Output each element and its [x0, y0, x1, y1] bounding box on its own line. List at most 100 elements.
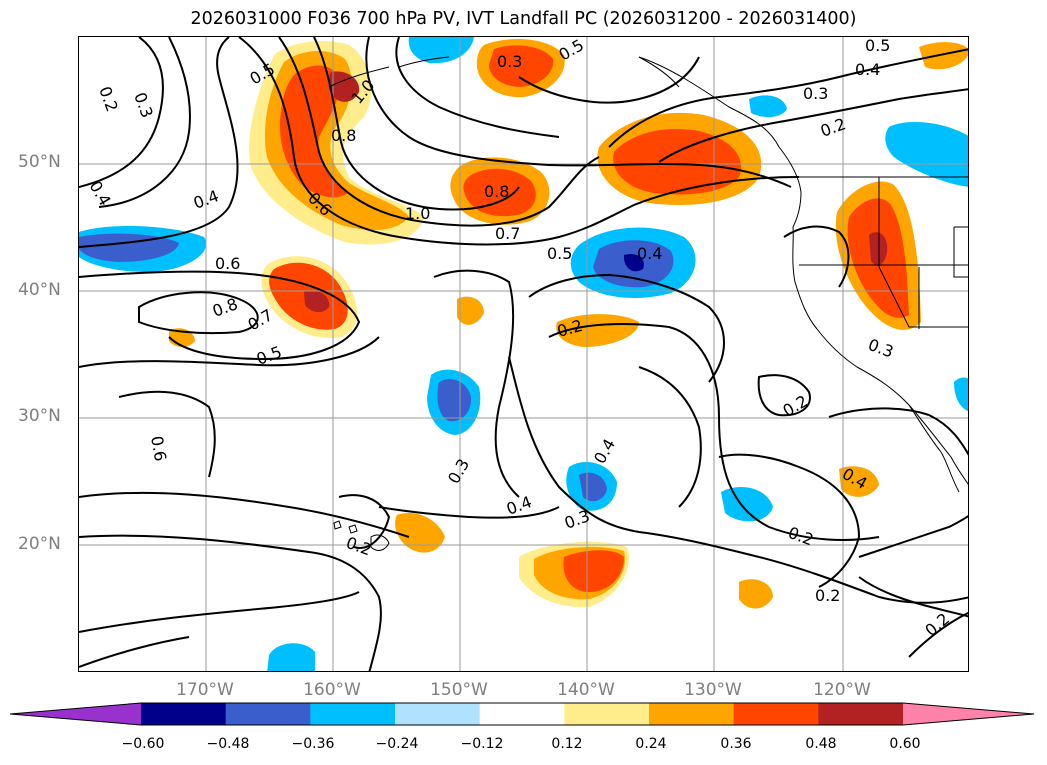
contour-line-18	[548, 323, 880, 541]
contour-label-1: 0.2	[95, 84, 122, 114]
shade-region-small-2	[839, 466, 879, 497]
shade-region-bottom-negative	[267, 643, 315, 671]
contour-label-23: 0.4	[637, 244, 662, 263]
colorbar-outline	[10, 702, 1035, 726]
contour-line-31	[518, 56, 700, 104]
lon-label-150w: 150°W	[430, 680, 488, 700]
shade-region-north-pacific-top-core	[489, 45, 554, 87]
contour-line-15	[79, 591, 360, 633]
contour-line-8	[395, 37, 560, 138]
lat-label-40n: 40°N	[18, 280, 61, 300]
coastline-baja	[908, 404, 960, 493]
colorbar-extend-max	[903, 703, 1034, 725]
colorbar-segment-5	[479, 703, 565, 725]
colorbar-segment-6	[564, 703, 650, 725]
contour-line-23	[658, 88, 968, 163]
islands	[333, 520, 390, 551]
contour-label-7: 0.4	[855, 60, 880, 79]
contour-line-2	[98, 37, 191, 208]
contour-labels: 0.2 0.3 0.5 1.0 0.3 0.5 0.4 0.3 0.8 0.4 …	[86, 37, 954, 640]
shade-region-california-peak	[869, 232, 888, 266]
contour-line-24	[783, 225, 850, 288]
shade-region-small-5	[457, 296, 484, 325]
colorbar-segment-9	[818, 703, 904, 725]
colorbar-tick-3: −0.36	[291, 736, 335, 752]
map-plot: 0.2 0.3 0.5 1.0 0.3 0.5 0.4 0.3 0.8 0.4 …	[79, 37, 968, 671]
lat-label-30n: 30°N	[18, 406, 61, 426]
contour-line-14	[79, 534, 382, 671]
contour-label-24: 0.3	[866, 335, 896, 362]
contour-label-14: 0.7	[495, 224, 520, 243]
lon-label-130w: 130°W	[684, 680, 742, 700]
shade-region-se-negative	[954, 377, 968, 412]
lat-label-20n: 20°N	[18, 534, 61, 554]
shade-region-nw-peak	[328, 71, 360, 102]
shade-region-pnw-negative	[885, 122, 968, 187]
shaded-negative-regions	[79, 37, 968, 671]
contour-line-26	[828, 407, 968, 456]
contour-line-19	[508, 356, 968, 604]
contour-label-19: 0.7	[245, 305, 277, 334]
lon-label-120w: 120°W	[813, 680, 871, 700]
coastlines	[328, 56, 968, 493]
colorbar-extend-min	[10, 703, 141, 725]
map-title: 2026031000 F036 700 hPa PV, IVT Landfall…	[190, 9, 857, 29]
pv-contours	[79, 37, 968, 671]
contour-label-10: 0.4	[86, 178, 115, 210]
shade-region-small-3	[739, 579, 773, 609]
contour-line-22	[608, 48, 968, 148]
contour-line-12	[118, 390, 216, 478]
contour-line-17	[528, 273, 725, 383]
shade-region-central-negative-2-core	[579, 472, 607, 502]
shade-region-40n-west-peak	[304, 290, 330, 313]
contour-label-12: 1.0	[405, 204, 430, 223]
contour-line-16	[433, 269, 520, 498]
contour-line-4	[238, 37, 800, 246]
contour-label-26: 0.3	[444, 455, 473, 487]
contour-line-3	[79, 37, 239, 248]
shade-region-central-negative-1-core	[437, 379, 472, 422]
border-states-4	[953, 226, 968, 278]
colorbar-tick-5: −0.12	[460, 736, 504, 752]
lat-label-50n: 50°N	[18, 152, 61, 172]
colorbar-tick-1: −0.60	[121, 736, 165, 752]
colorbar-segment-3	[310, 703, 396, 725]
contour-line-7	[365, 37, 792, 188]
colorbar-tick-8: 0.36	[720, 736, 752, 752]
colorbar-segment-1	[141, 703, 227, 725]
contour-label-5: 0.3	[497, 52, 522, 71]
island-hawaii-1	[333, 520, 342, 530]
shade-region-center-north-core	[463, 168, 536, 217]
contour-label-35: 0.2	[921, 609, 953, 640]
colorbar-tick-6: 0.12	[551, 736, 583, 752]
contour-label-16: 0.4	[191, 186, 221, 213]
contour-label-17: 0.6	[215, 254, 240, 273]
lon-label-160w: 160°W	[303, 680, 361, 700]
border-states-2	[878, 177, 968, 328]
island-hawaii-2	[348, 524, 358, 534]
island-hawaii-3	[370, 534, 390, 551]
shade-region-gulf-alaska-negative	[749, 95, 787, 118]
contour-label-8: 0.3	[803, 84, 828, 103]
contour-label-13: 0.8	[484, 182, 509, 201]
contour-label-15: 0.5	[547, 244, 572, 263]
colorbar-tick-4: −0.24	[375, 736, 419, 752]
contour-label-34: 0.2	[815, 586, 840, 605]
contour-line-33	[79, 636, 190, 668]
shade-region-small-6	[919, 42, 968, 70]
contour-line-25	[757, 374, 811, 417]
colorbar-segment-7	[649, 703, 735, 725]
map-panel: 0.2 0.3 0.5 1.0 0.3 0.5 0.4 0.3 0.8 0.4 …	[78, 36, 969, 672]
contour-line-20	[378, 506, 560, 519]
contour-label-9: 0.8	[331, 126, 356, 145]
contour-label-2: 0.3	[130, 90, 157, 120]
contour-line-21	[638, 366, 702, 508]
shade-region-top-negative	[408, 37, 474, 64]
shade-region-subtropics-peak	[563, 550, 624, 592]
colorbar-tick-10: 0.60	[889, 736, 921, 752]
colorbar-segments	[10, 703, 1034, 725]
lon-label-170w: 170°W	[176, 680, 234, 700]
contour-line-5	[278, 37, 600, 227]
contour-label-25: 0.6	[147, 434, 170, 462]
colorbar-segment-8	[733, 703, 819, 725]
